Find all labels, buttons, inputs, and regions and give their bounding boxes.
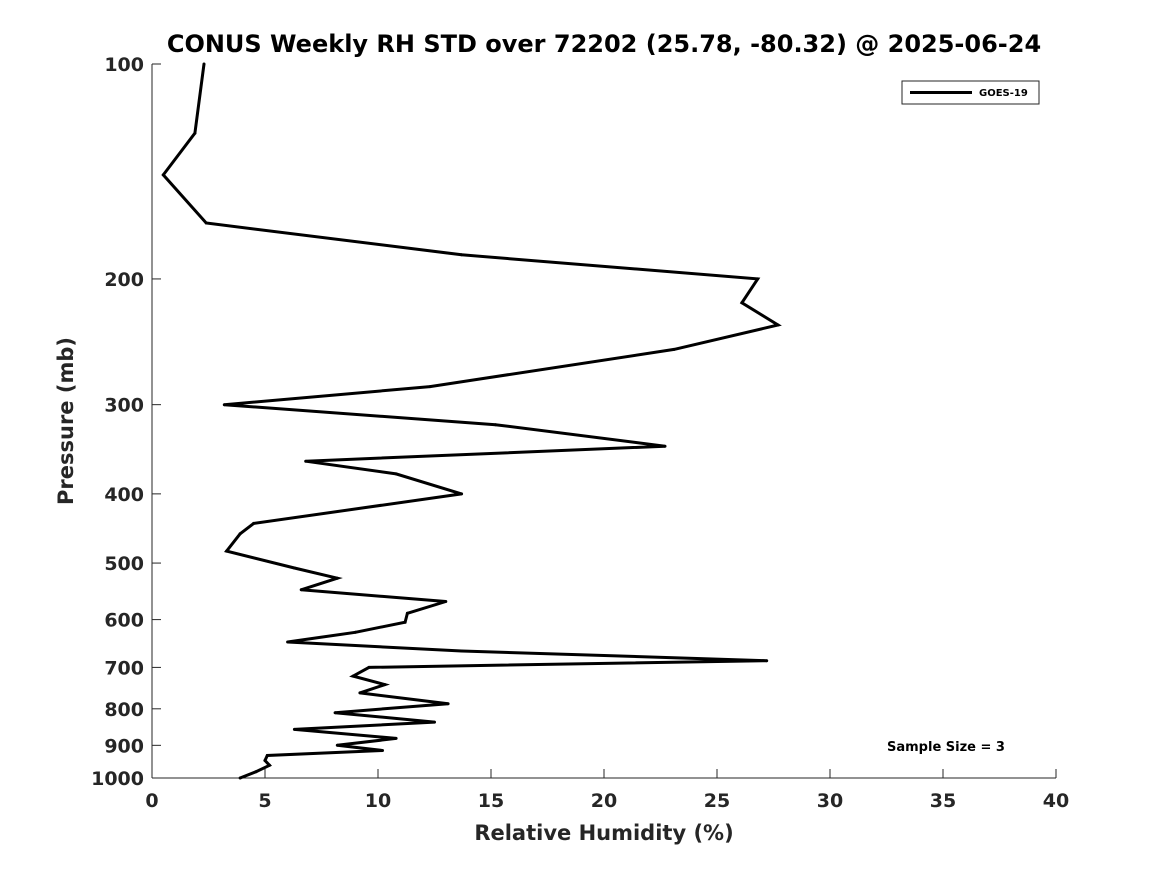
x-tick-label: 20 (591, 790, 617, 812)
data-point (238, 776, 242, 780)
data-point (394, 472, 398, 476)
x-tick-label: 25 (704, 790, 730, 812)
chart-title: CONUS Weekly RH STD over 72202 (25.78, -… (167, 30, 1041, 58)
x-tick-label: 0 (145, 790, 158, 812)
data-point (335, 743, 339, 747)
data-point (756, 277, 760, 281)
data-point (394, 736, 398, 740)
x-tick-label: 10 (365, 790, 391, 812)
data-point (353, 630, 357, 634)
x-tick-label: 5 (258, 790, 271, 812)
data-point (304, 459, 308, 463)
data-point (193, 131, 197, 135)
data-point (351, 674, 355, 678)
x-axis-label: Relative Humidity (%) (474, 821, 733, 845)
y-tick-label: 100 (104, 54, 144, 76)
data-point (460, 492, 464, 496)
data-point (405, 611, 409, 615)
data-point (254, 770, 258, 774)
y-ticks: 100 200 300 400 500 600 700 800 900 1000 (91, 54, 161, 790)
data-point (268, 763, 271, 767)
data-point (672, 347, 676, 351)
x-tick-label: 40 (1043, 790, 1069, 812)
data-point (252, 521, 256, 525)
data-point (204, 221, 208, 225)
data-point (444, 600, 448, 603)
data-point (222, 403, 226, 407)
data-point (433, 720, 436, 724)
data-point (367, 665, 371, 669)
data-point (358, 691, 362, 695)
data-point (494, 423, 497, 427)
y-tick-label: 800 (104, 699, 144, 721)
data-point (381, 749, 384, 752)
series-points (161, 62, 780, 780)
data-point (663, 444, 667, 448)
y-tick-label: 500 (104, 553, 144, 575)
series-line-goes-19 (161, 63, 782, 780)
data-point (292, 727, 296, 731)
y-tick-label: 200 (104, 269, 144, 291)
data-point (286, 640, 290, 644)
plot-area (151, 64, 1056, 779)
legend: GOES-19 (901, 80, 1040, 105)
data-point (335, 576, 339, 580)
y-tick-label: 1000 (91, 768, 144, 790)
data-point (446, 702, 450, 706)
data-point (265, 754, 269, 757)
data-point (460, 649, 464, 653)
data-point (403, 620, 407, 624)
data-point (460, 253, 464, 257)
y-tick-label: 400 (104, 484, 144, 506)
data-point (238, 532, 242, 536)
y-tick-label: 900 (104, 735, 144, 757)
data-point (333, 711, 337, 715)
data-point (383, 683, 387, 687)
legend-label: GOES-19 (979, 88, 1028, 99)
sample-size-annotation: Sample Size = 3 (887, 740, 1005, 755)
data-point (263, 759, 267, 762)
data-point (776, 323, 780, 327)
y-tick-label: 600 (104, 610, 144, 632)
data-point (161, 173, 165, 177)
x-ticks: 0 5 10 15 20 25 30 35 40 (145, 769, 1069, 812)
x-tick-label: 35 (930, 790, 956, 812)
data-point (299, 588, 303, 592)
data-point (428, 385, 432, 389)
x-tick-label: 15 (478, 790, 504, 812)
y-axis-label: Pressure (mb) (54, 337, 78, 505)
data-point (740, 301, 744, 305)
y-tick-label: 300 (104, 395, 144, 417)
data-point (765, 659, 769, 663)
data-point (292, 566, 296, 570)
data-point (202, 62, 206, 66)
data-point (225, 549, 229, 553)
x-tick-label: 30 (817, 790, 843, 812)
y-tick-label: 700 (104, 657, 144, 679)
